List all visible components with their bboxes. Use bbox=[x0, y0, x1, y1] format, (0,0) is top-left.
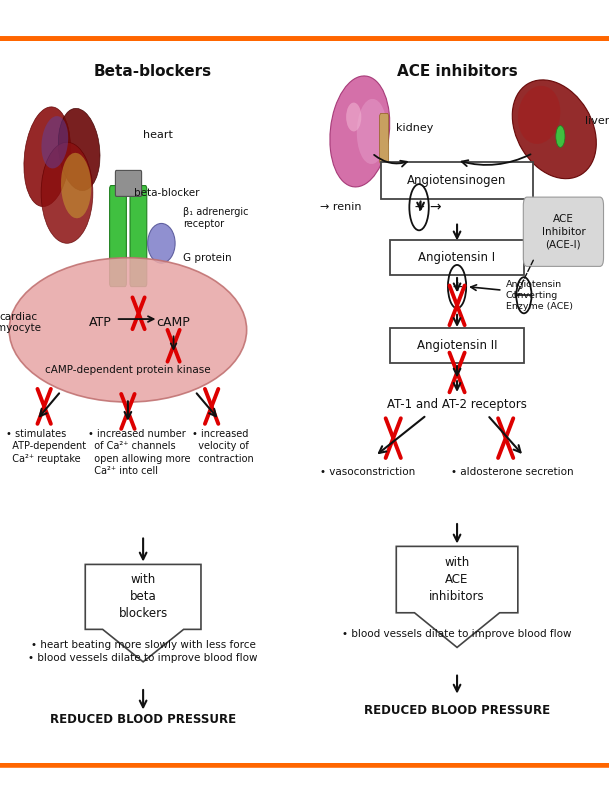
Ellipse shape bbox=[61, 153, 91, 218]
Text: heart: heart bbox=[143, 130, 173, 140]
Text: • vasoconstriction: • vasoconstriction bbox=[320, 467, 415, 477]
Text: G protein: G protein bbox=[183, 253, 231, 262]
Text: • stimulates
  ATP-dependent
  Ca²⁺ reuptake: • stimulates ATP-dependent Ca²⁺ reuptake bbox=[6, 429, 86, 464]
Text: → renin: → renin bbox=[320, 202, 362, 213]
Text: →: → bbox=[430, 200, 442, 214]
Text: Beta-blockers: Beta-blockers bbox=[93, 64, 211, 79]
Text: cAMP-dependent protein kinase: cAMP-dependent protein kinase bbox=[45, 365, 211, 374]
FancyBboxPatch shape bbox=[381, 163, 533, 198]
Polygon shape bbox=[396, 546, 518, 647]
Text: beta-blocker: beta-blocker bbox=[134, 188, 200, 197]
Text: Source: Geriatrics Aging © 2008 1453987 Ontario, Ltd.: Source: Geriatrics Aging © 2008 1453987 … bbox=[350, 778, 600, 787]
Ellipse shape bbox=[147, 224, 175, 263]
Text: • heart beating more slowly with less force
• blood vessels dilate to improve bl: • heart beating more slowly with less fo… bbox=[29, 640, 258, 664]
Text: kidney: kidney bbox=[396, 123, 434, 133]
FancyBboxPatch shape bbox=[523, 197, 604, 266]
FancyBboxPatch shape bbox=[390, 328, 524, 363]
Text: ACE inhibitors: ACE inhibitors bbox=[396, 64, 518, 79]
Text: www.medscape.com: www.medscape.com bbox=[200, 13, 337, 26]
Ellipse shape bbox=[41, 142, 93, 243]
Text: cardiac
myocyte: cardiac myocyte bbox=[0, 312, 41, 334]
Text: Angiotensin
Converting
Enzyme (ACE): Angiotensin Converting Enzyme (ACE) bbox=[505, 280, 572, 311]
FancyBboxPatch shape bbox=[116, 170, 141, 197]
Circle shape bbox=[556, 125, 565, 147]
Text: Medscape®: Medscape® bbox=[8, 13, 100, 27]
FancyBboxPatch shape bbox=[130, 186, 147, 286]
Text: ATP: ATP bbox=[89, 316, 112, 329]
Ellipse shape bbox=[41, 116, 68, 168]
FancyBboxPatch shape bbox=[379, 113, 389, 164]
Ellipse shape bbox=[58, 109, 100, 190]
Text: β₁ adrenergic
receptor: β₁ adrenergic receptor bbox=[183, 207, 248, 229]
Ellipse shape bbox=[330, 76, 390, 187]
FancyBboxPatch shape bbox=[390, 240, 524, 275]
Ellipse shape bbox=[518, 86, 560, 144]
Text: REDUCED BLOOD PRESSURE: REDUCED BLOOD PRESSURE bbox=[50, 713, 236, 726]
Ellipse shape bbox=[9, 258, 247, 402]
Text: • aldosterone secretion: • aldosterone secretion bbox=[451, 467, 574, 477]
Text: ACE
Inhibitor
(ACE-I): ACE Inhibitor (ACE-I) bbox=[541, 214, 585, 249]
Text: with
ACE
inhibitors: with ACE inhibitors bbox=[429, 556, 485, 603]
Text: • increased
  velocity of
  contraction: • increased velocity of contraction bbox=[192, 429, 253, 464]
Ellipse shape bbox=[346, 102, 361, 132]
Ellipse shape bbox=[512, 80, 596, 178]
Text: +: + bbox=[451, 280, 463, 293]
Ellipse shape bbox=[24, 107, 71, 206]
Text: Angiotensin I: Angiotensin I bbox=[418, 251, 496, 264]
Text: • increased number
  of Ca²⁺ channels
  open allowing more
  Ca²⁺ into cell: • increased number of Ca²⁺ channels open… bbox=[88, 429, 191, 476]
Text: +: + bbox=[414, 200, 425, 214]
Text: cAMP: cAMP bbox=[157, 316, 191, 329]
Text: • blood vessels dilate to improve blood flow: • blood vessels dilate to improve blood … bbox=[342, 630, 572, 639]
Text: liver: liver bbox=[585, 116, 609, 125]
Text: Angiotensin II: Angiotensin II bbox=[417, 339, 498, 352]
Polygon shape bbox=[85, 565, 201, 662]
Text: REDUCED BLOOD PRESSURE: REDUCED BLOOD PRESSURE bbox=[364, 704, 550, 718]
Text: AT-1 and AT-2 receptors: AT-1 and AT-2 receptors bbox=[387, 398, 527, 411]
Ellipse shape bbox=[357, 99, 387, 164]
Text: Angiotensinogen: Angiotensinogen bbox=[407, 174, 507, 187]
FancyBboxPatch shape bbox=[110, 186, 127, 286]
Text: with
beta
blockers: with beta blockers bbox=[119, 573, 167, 620]
